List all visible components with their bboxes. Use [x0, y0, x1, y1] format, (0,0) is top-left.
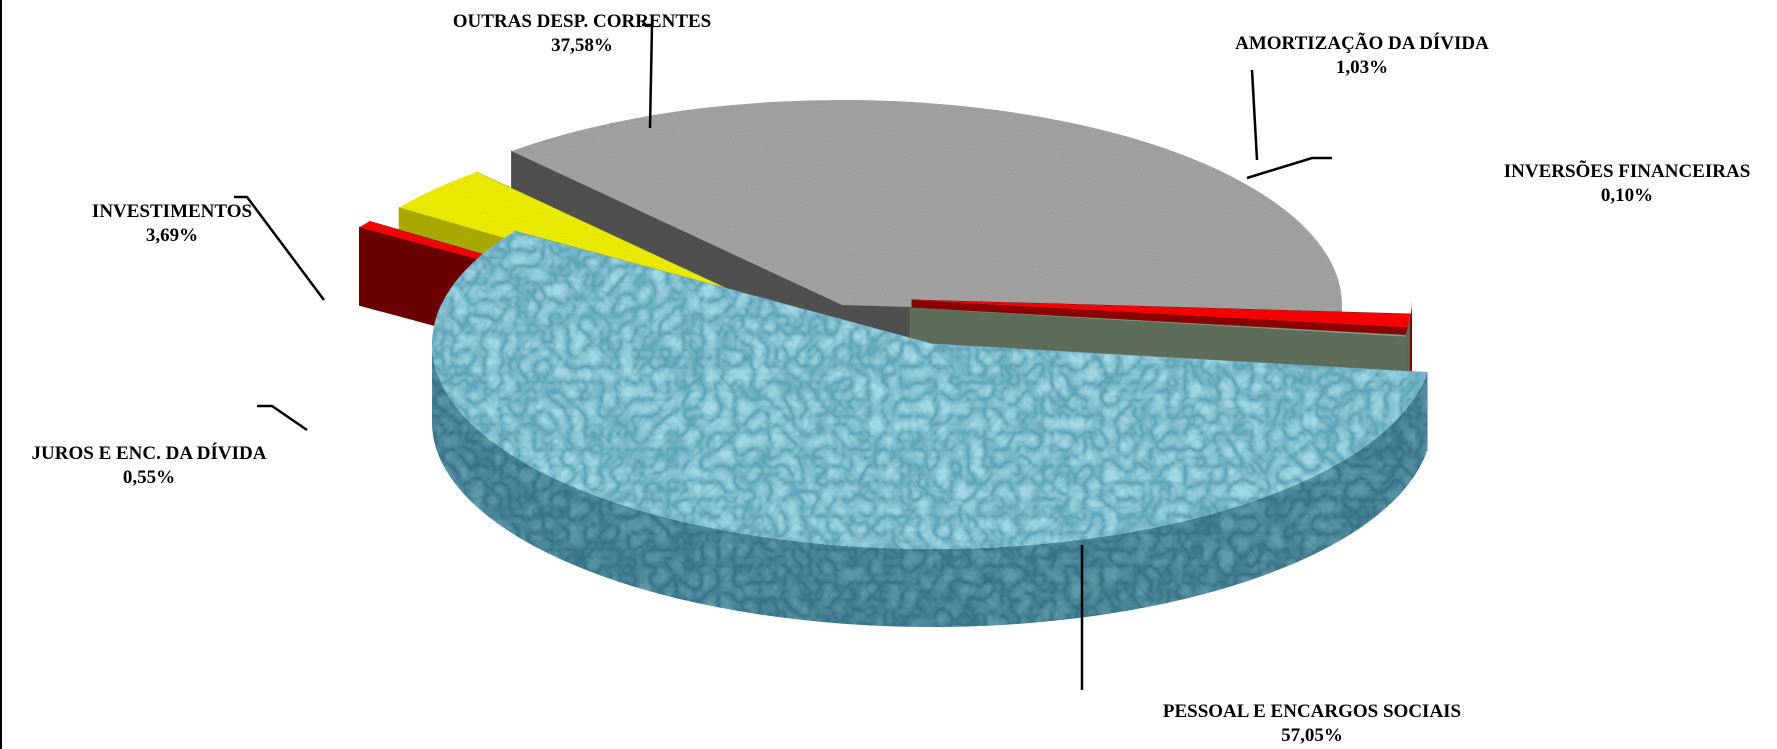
- slice-label-text: INVESTIMENTOS: [91, 201, 253, 222]
- slice-label-text: OUTRAS DESP. CORRENTES: [452, 11, 712, 32]
- slice-value-text: 37,58%: [551, 35, 613, 56]
- leader-line-2: [234, 195, 326, 301]
- label-juros-e-enc-da-divida: JUROS E ENC. DA DÍVIDA 0,55%: [14, 442, 284, 490]
- slice-label-text: INVERSÕES FINANCEIRAS: [1503, 161, 1751, 182]
- slice-value-text: 57,05%: [1281, 725, 1343, 746]
- slice-label-text: AMORTIZAÇÃO DA DÍVIDA: [1235, 33, 1489, 54]
- leader-line-5: [1246, 156, 1332, 180]
- label-amortizacao-da-divida: AMORTIZAÇÃO DA DÍVIDA 1,03%: [1212, 32, 1512, 80]
- slice-label-text: JUROS E ENC. DA DÍVIDA: [31, 443, 267, 464]
- slice-value-text: 1,03%: [1335, 57, 1389, 78]
- leader-line-3: [642, 23, 654, 129]
- label-pessoal-e-encargos-sociais: PESSOAL E ENCARGOS SOCIAIS 57,05%: [1132, 700, 1492, 748]
- slice-value-text: 0,10%: [1600, 185, 1654, 206]
- leader-line-1: [257, 404, 308, 432]
- label-outras-desp-correntes: OUTRAS DESP. CORRENTES 37,58%: [422, 10, 742, 58]
- slice-value-text: 0,55%: [122, 467, 176, 488]
- slice-label-text: PESSOAL E ENCARGOS SOCIAIS: [1162, 701, 1462, 722]
- leader-line-4: [1250, 69, 1259, 161]
- slice-value-text: 3,69%: [145, 225, 199, 246]
- label-inversoes-financeiras: INVERSÕES FINANCEIRAS 0,10%: [1482, 160, 1772, 208]
- label-investimentos: INVESTIMENTOS 3,69%: [72, 200, 272, 248]
- pie-slice-0: [431, 230, 1428, 628]
